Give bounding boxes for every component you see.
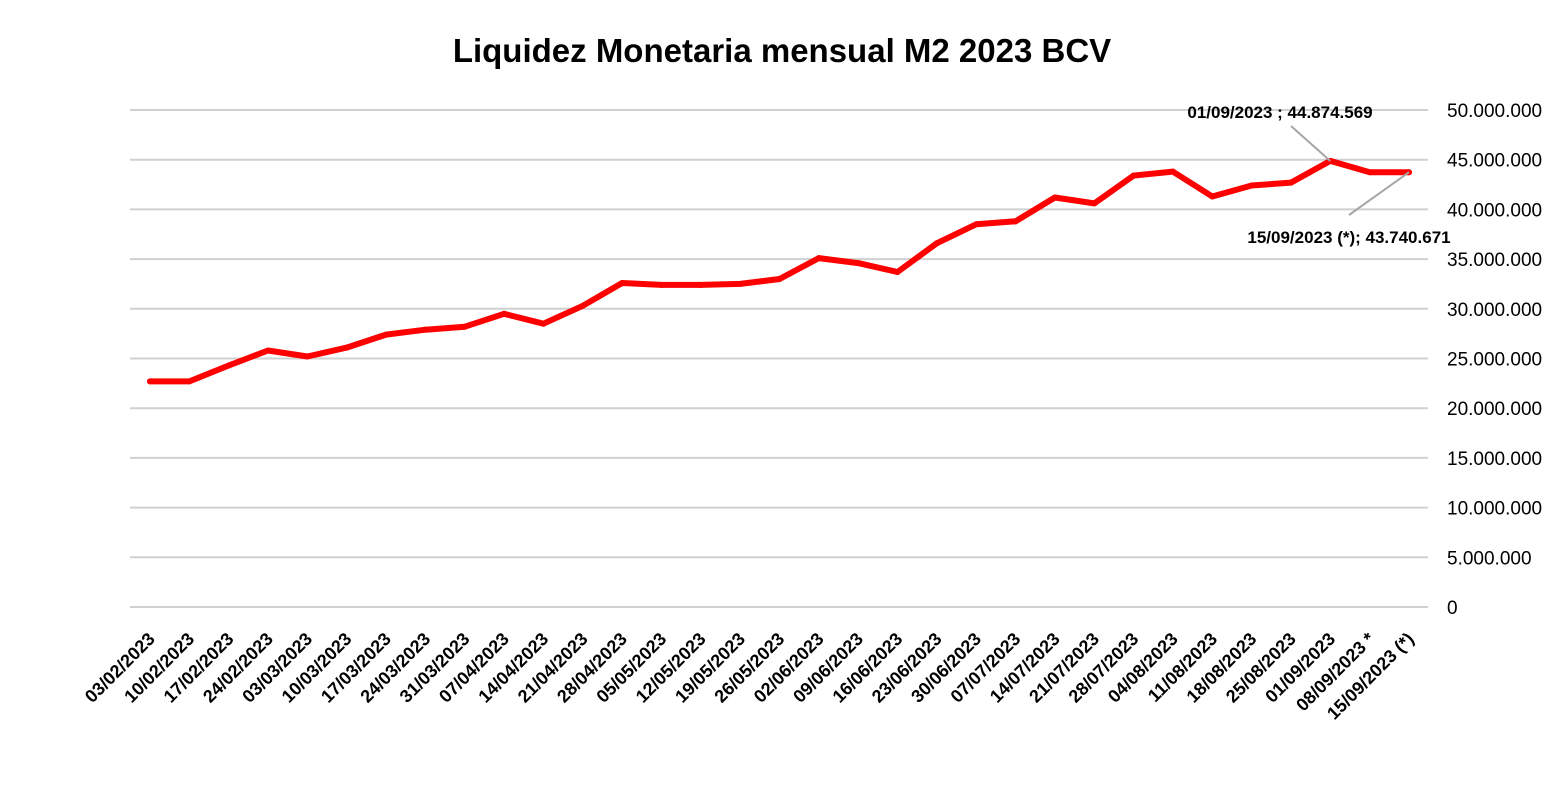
data-point — [933, 240, 940, 247]
y-tick-label: 10.000.000 — [1447, 499, 1542, 520]
data-point — [1169, 168, 1176, 175]
data-point — [461, 323, 468, 330]
data-point — [1051, 194, 1058, 201]
data-point — [579, 302, 586, 309]
data-point — [304, 353, 311, 360]
data-point — [697, 281, 704, 288]
x-axis-tick-labels: 03/02/202310/02/202317/02/202324/02/2023… — [81, 629, 1418, 724]
data-point — [619, 279, 626, 286]
data-point — [265, 347, 272, 354]
data-point — [186, 378, 193, 385]
y-axis-tick-labels: 0 5.000.000 10.000.000 15.000.000 20.000.000… — [1447, 101, 1542, 619]
y-tick-label: 0 — [1447, 598, 1458, 619]
data-point — [1012, 218, 1019, 225]
y-tick-label: 45.000.000 — [1447, 151, 1542, 172]
annotation-leader-line — [1348, 171, 1410, 216]
data-point — [540, 320, 547, 327]
data-point — [1287, 179, 1294, 186]
data-point — [501, 310, 508, 317]
data-point — [776, 275, 783, 282]
y-tick-label: 30.000.000 — [1447, 300, 1542, 321]
data-point — [973, 221, 980, 228]
data-point — [855, 260, 862, 267]
data-point — [658, 281, 665, 288]
chart-title: Liquidez Monetaria mensual M2 2023 BCV — [453, 32, 1111, 69]
data-point — [225, 362, 232, 369]
data-point — [1248, 182, 1255, 189]
data-point — [815, 255, 822, 262]
data-point — [343, 344, 350, 351]
data-point — [1130, 172, 1137, 179]
y-tick-label: 20.000.000 — [1447, 399, 1542, 420]
data-point — [147, 378, 153, 385]
data-point — [1209, 193, 1216, 200]
y-tick-label: 40.000.000 — [1447, 200, 1542, 221]
annotations: 01/09/2023 ; 44.874.569 15/09/2023 (*); 4… — [1187, 103, 1450, 247]
series-line — [147, 157, 1412, 385]
y-tick-label: 35.000.000 — [1447, 250, 1542, 271]
y-tick-label: 5.000.000 — [1447, 548, 1532, 569]
data-point — [894, 269, 901, 276]
annotation-leader-line — [1290, 125, 1331, 162]
y-tick-label: 50.000.000 — [1447, 101, 1542, 122]
annotation-label: 01/09/2023 ; 44.874.569 — [1187, 103, 1372, 122]
series-layer — [147, 157, 1412, 385]
y-tick-label: 15.000.000 — [1447, 449, 1542, 470]
data-point — [1366, 169, 1373, 176]
data-point — [1091, 200, 1098, 207]
y-tick-label: 25.000.000 — [1447, 350, 1542, 371]
annotation-label: 15/09/2023 (*); 43.740.671 — [1247, 228, 1450, 247]
gridlines — [130, 109, 1428, 608]
data-point — [737, 280, 744, 287]
data-point — [422, 326, 429, 333]
data-point — [383, 331, 390, 338]
